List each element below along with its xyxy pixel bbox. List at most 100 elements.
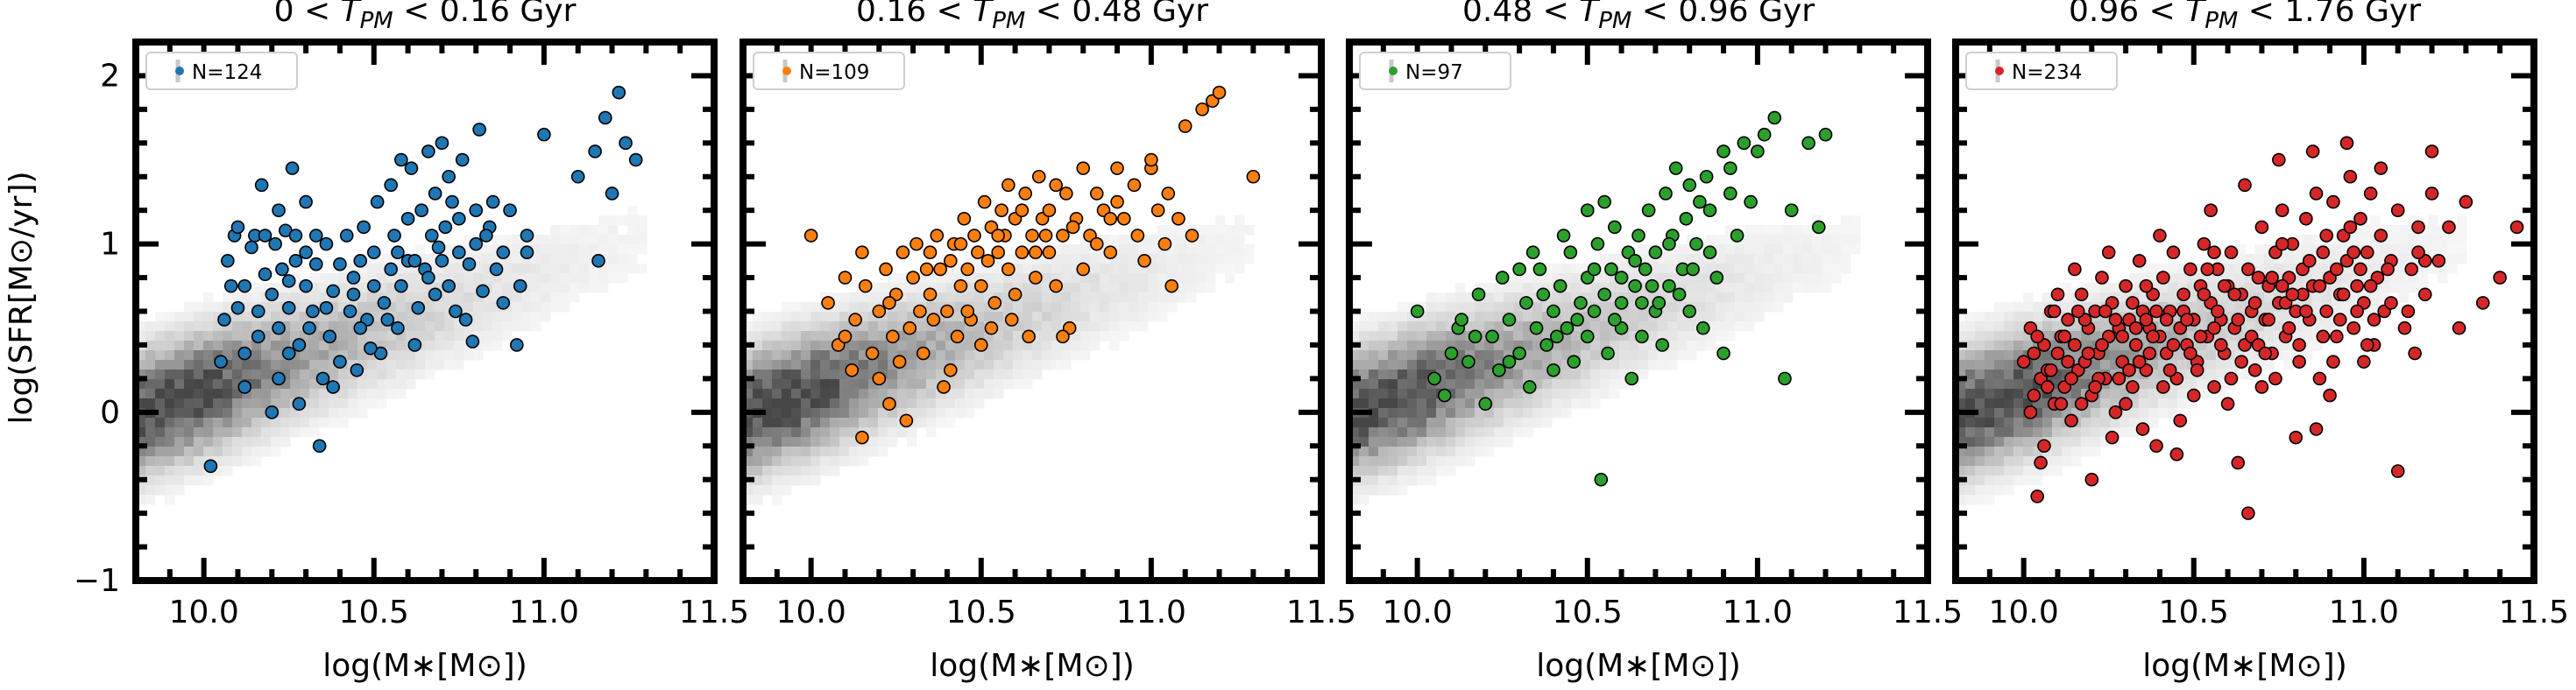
histogram-cell bbox=[743, 321, 754, 332]
histogram-cell bbox=[926, 370, 937, 380]
histogram-cell bbox=[1148, 235, 1158, 245]
histogram-cell bbox=[1398, 466, 1408, 476]
histogram-cell bbox=[1013, 331, 1023, 341]
histogram-cell bbox=[2042, 398, 2053, 409]
data-point bbox=[1437, 388, 1452, 403]
histogram-cell bbox=[145, 379, 156, 390]
panel-4-x-axis-label: log(M∗[M⊙]) bbox=[2142, 648, 2347, 684]
data-point bbox=[1560, 320, 1575, 335]
data-point bbox=[2190, 363, 2204, 377]
histogram-cell bbox=[251, 360, 262, 370]
histogram-cell bbox=[1696, 254, 1707, 264]
histogram-cell bbox=[791, 408, 802, 419]
data-point bbox=[1171, 211, 1185, 226]
histogram-cell bbox=[1378, 418, 1389, 428]
histogram-cell bbox=[1378, 485, 1389, 496]
data-point bbox=[1723, 187, 1737, 201]
histogram-cell bbox=[1359, 485, 1369, 496]
histogram-cell bbox=[608, 225, 619, 236]
histogram-cell bbox=[1100, 283, 1110, 293]
data-point bbox=[923, 245, 938, 260]
histogram-cell bbox=[772, 475, 782, 486]
histogram-cell bbox=[1398, 350, 1408, 361]
histogram-cell bbox=[2013, 418, 2024, 428]
histogram-cell bbox=[1003, 254, 1014, 264]
histogram-cell bbox=[1061, 302, 1072, 313]
histogram-cell bbox=[319, 360, 329, 370]
histogram-cell bbox=[290, 427, 301, 438]
data-point bbox=[1638, 262, 1652, 277]
histogram-cell bbox=[348, 321, 358, 332]
histogram-cell bbox=[782, 466, 792, 476]
histogram-cell bbox=[849, 389, 860, 399]
histogram-cell bbox=[1484, 292, 1495, 303]
histogram-cell bbox=[1369, 466, 1379, 476]
histogram-cell bbox=[1080, 283, 1091, 293]
data-point bbox=[1004, 313, 1019, 327]
data-point bbox=[364, 341, 378, 356]
histogram-cell bbox=[1398, 398, 1408, 409]
histogram-cell bbox=[782, 437, 792, 447]
histogram-cell bbox=[348, 350, 358, 361]
histogram-cell bbox=[136, 379, 146, 390]
histogram-cell bbox=[2168, 264, 2178, 274]
panel-3-points bbox=[1410, 110, 1833, 487]
histogram-cell bbox=[444, 360, 455, 370]
data-point bbox=[1594, 472, 1609, 487]
histogram-cell bbox=[945, 418, 956, 428]
histogram-cell bbox=[1610, 341, 1620, 351]
histogram-cell bbox=[839, 292, 850, 303]
histogram-cell bbox=[801, 398, 811, 409]
histogram-cell bbox=[1349, 350, 1360, 361]
legend-marker bbox=[782, 67, 791, 75]
histogram-cell bbox=[2148, 389, 2159, 399]
histogram-cell bbox=[1013, 312, 1023, 322]
histogram-cell bbox=[194, 408, 204, 419]
histogram-cell bbox=[878, 447, 888, 457]
histogram-cell bbox=[1744, 283, 1755, 293]
histogram-cell bbox=[203, 350, 214, 361]
histogram-cell bbox=[1051, 341, 1062, 351]
histogram-cell bbox=[396, 350, 407, 361]
histogram-cell bbox=[2254, 244, 2265, 255]
histogram-cell bbox=[859, 389, 869, 399]
histogram-cell bbox=[1975, 447, 1985, 457]
histogram-cell bbox=[2129, 427, 2140, 438]
histogram-cell bbox=[194, 398, 204, 409]
histogram-cell bbox=[1648, 360, 1659, 370]
histogram-cell bbox=[1735, 254, 1745, 264]
histogram-cell bbox=[155, 466, 166, 476]
data-point bbox=[319, 300, 334, 315]
histogram-cell bbox=[261, 350, 272, 361]
histogram-cell bbox=[2418, 273, 2429, 284]
histogram-cell bbox=[907, 312, 917, 322]
histogram-cell bbox=[396, 379, 407, 390]
x-tick-label: 10.0 bbox=[1383, 595, 1453, 630]
histogram-cell bbox=[1446, 466, 1456, 476]
histogram-cell bbox=[251, 350, 262, 361]
histogram-cell bbox=[1831, 273, 1842, 284]
histogram-cell bbox=[531, 273, 541, 284]
data-point bbox=[2166, 338, 2181, 352]
histogram-cell bbox=[145, 341, 156, 351]
histogram-cell bbox=[1513, 370, 1524, 380]
data-point bbox=[251, 304, 265, 319]
histogram-cell bbox=[2013, 302, 2024, 313]
histogram-cell bbox=[357, 331, 368, 341]
histogram-cell bbox=[1783, 273, 1794, 284]
histogram-cell bbox=[1754, 312, 1765, 322]
histogram-cell bbox=[2399, 254, 2410, 264]
histogram-cell bbox=[579, 225, 590, 236]
histogram-cell bbox=[232, 418, 243, 428]
histogram-cell bbox=[174, 485, 185, 496]
histogram-cell bbox=[1561, 398, 1572, 409]
histogram-cell bbox=[1446, 408, 1456, 419]
histogram-cell bbox=[2187, 379, 2197, 390]
histogram-cell bbox=[1186, 283, 1197, 293]
histogram-cell bbox=[1965, 485, 1976, 496]
histogram-cell bbox=[1167, 225, 1178, 236]
histogram-cell bbox=[1629, 302, 1639, 313]
histogram-cell bbox=[1023, 370, 1033, 380]
histogram-cell bbox=[377, 389, 387, 399]
histogram-cell bbox=[1378, 370, 1389, 380]
